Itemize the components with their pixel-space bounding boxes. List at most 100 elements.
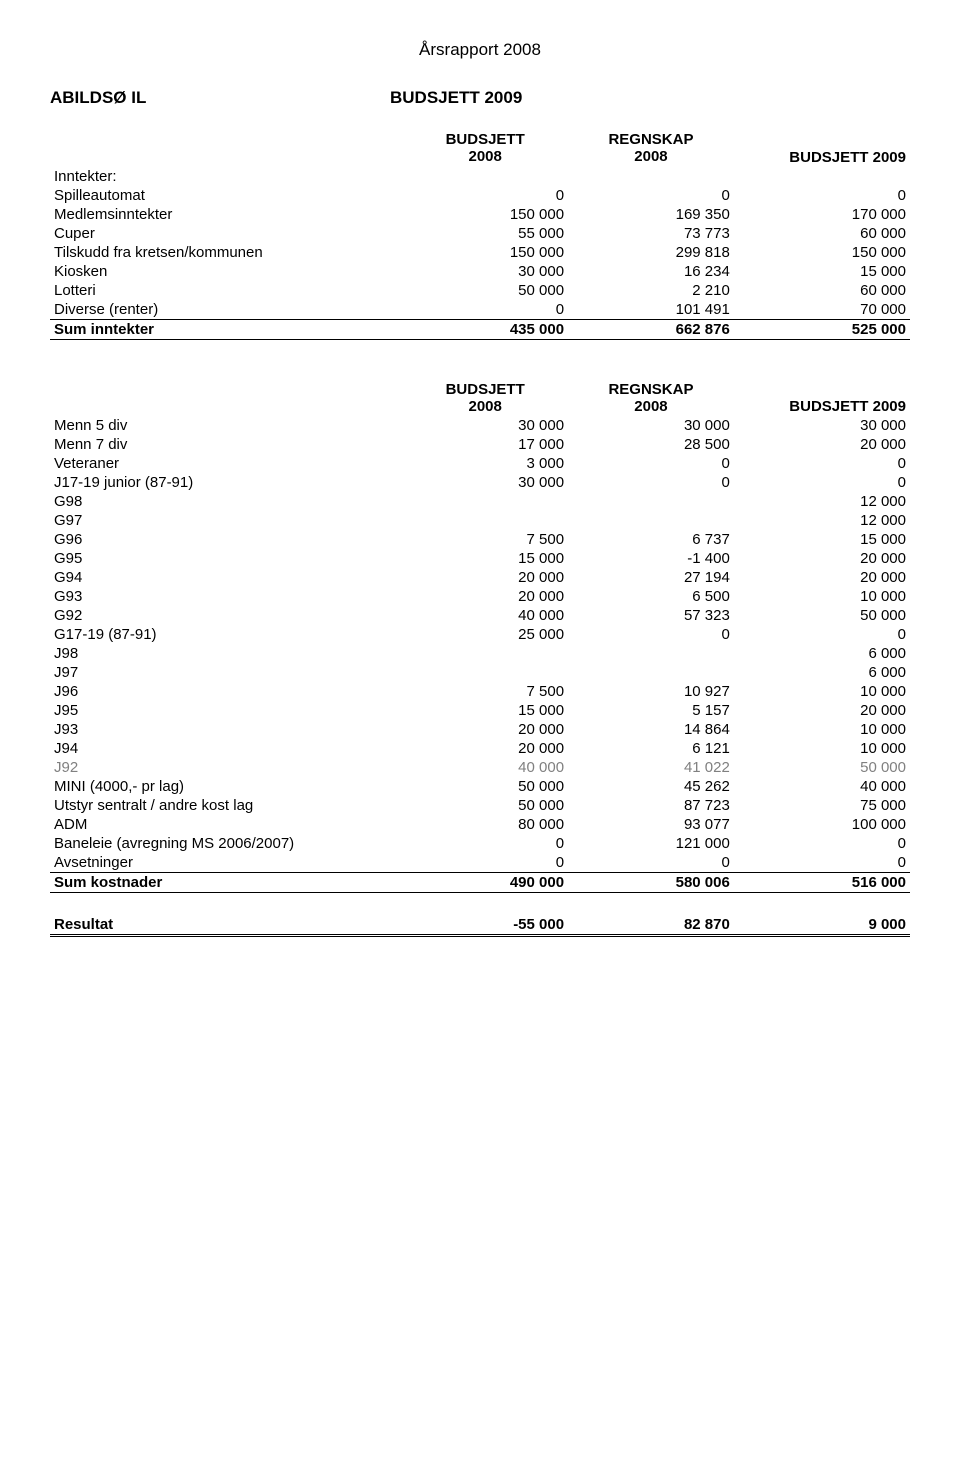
row-label: Diverse (renter) [50, 300, 402, 320]
row-v1: 25 000 [402, 625, 568, 644]
row-v2: 10 927 [568, 682, 734, 701]
row-v2: 0 [568, 454, 734, 473]
row-v1: 20 000 [402, 568, 568, 587]
table-row: J9320 00014 86410 000 [50, 720, 910, 739]
col2-h1: REGNSKAP [608, 381, 693, 398]
table-row: MINI (4000,- pr lag)50 00045 26240 000 [50, 777, 910, 796]
row-label: G93 [50, 587, 402, 606]
row-label: J96 [50, 682, 402, 701]
row-v2: 6 737 [568, 530, 734, 549]
row-v3: 6 000 [734, 663, 910, 682]
row-v2 [568, 511, 734, 530]
row-label: J17-19 junior (87-91) [50, 473, 402, 492]
row-v2: 93 077 [568, 815, 734, 834]
table-row: J986 000 [50, 644, 910, 663]
table-row: Veteraner3 00000 [50, 454, 910, 473]
row-v1: 20 000 [402, 739, 568, 758]
table-row: J976 000 [50, 663, 910, 682]
row-v3: 10 000 [734, 739, 910, 758]
row-label: Lotteri [50, 281, 402, 300]
table-row: Menn 5 div30 00030 00030 000 [50, 416, 910, 435]
row-v3: 100 000 [734, 815, 910, 834]
sum-row: Sum inntekter 435 000 662 876 525 000 [50, 319, 910, 339]
row-v3: 20 000 [734, 701, 910, 720]
row-v1 [402, 644, 568, 663]
row-v1: 0 [402, 300, 568, 320]
row-v1: 30 000 [402, 262, 568, 281]
row-v3: 12 000 [734, 492, 910, 511]
row-v2: 27 194 [568, 568, 734, 587]
col2-h2: 2008 [634, 148, 667, 165]
table-row: G9320 0006 50010 000 [50, 587, 910, 606]
row-label: G92 [50, 606, 402, 625]
row-v2: 5 157 [568, 701, 734, 720]
row-v1: 50 000 [402, 777, 568, 796]
row-v1: 3 000 [402, 454, 568, 473]
row-v1: 0 [402, 853, 568, 873]
row-v3: 40 000 [734, 777, 910, 796]
row-v1: 40 000 [402, 758, 568, 777]
table-row: J17-19 junior (87-91)30 00000 [50, 473, 910, 492]
table-row: G9812 000 [50, 492, 910, 511]
sum-v2: 662 876 [568, 319, 734, 339]
col1-h2: 2008 [468, 148, 501, 165]
table-row: Medlemsinntekter150 000169 350170 000 [50, 205, 910, 224]
row-v2: -1 400 [568, 549, 734, 568]
cost-table: BUDSJETT 2008 REGNSKAP 2008 BUDSJETT 200… [50, 380, 910, 894]
row-v2: 73 773 [568, 224, 734, 243]
row-label: Cuper [50, 224, 402, 243]
row-v3: 60 000 [734, 281, 910, 300]
row-label: Utstyr sentralt / andre kost lag [50, 796, 402, 815]
row-v2: 0 [568, 473, 734, 492]
section-label: Inntekter: [50, 167, 402, 186]
row-v1: 7 500 [402, 530, 568, 549]
row-v1: 40 000 [402, 606, 568, 625]
table-row: ADM80 00093 077100 000 [50, 815, 910, 834]
row-v2: 169 350 [568, 205, 734, 224]
header-right: BUDSJETT 2009 [390, 88, 522, 108]
sum-v3: 525 000 [734, 319, 910, 339]
row-v3: 10 000 [734, 720, 910, 739]
sum-label: Sum inntekter [50, 319, 402, 339]
row-label: Avsetninger [50, 853, 402, 873]
row-v2: 0 [568, 625, 734, 644]
row-v3: 15 000 [734, 530, 910, 549]
row-v2: 0 [568, 186, 734, 205]
row-v3: 0 [734, 625, 910, 644]
col3-h: BUDSJETT 2009 [734, 380, 910, 417]
row-v2: 299 818 [568, 243, 734, 262]
row-v2: 6 500 [568, 587, 734, 606]
col1-h2: 2008 [468, 398, 501, 415]
row-label: J95 [50, 701, 402, 720]
row-v1 [402, 511, 568, 530]
row-label: J94 [50, 739, 402, 758]
row-v1: 55 000 [402, 224, 568, 243]
row-v1: 15 000 [402, 549, 568, 568]
row-v3: 30 000 [734, 416, 910, 435]
row-v1: 50 000 [402, 281, 568, 300]
row-v2: 45 262 [568, 777, 734, 796]
table-row: Avsetninger000 [50, 853, 910, 873]
table-row: Tilskudd fra kretsen/kommunen150 000299 … [50, 243, 910, 262]
row-v2: 28 500 [568, 435, 734, 454]
result-row: Resultat -55 000 82 870 9 000 [50, 915, 910, 936]
result-v2: 82 870 [568, 915, 734, 936]
row-v3: 20 000 [734, 435, 910, 454]
row-v2: 41 022 [568, 758, 734, 777]
row-v1: 17 000 [402, 435, 568, 454]
row-label: G95 [50, 549, 402, 568]
row-v3: 170 000 [734, 205, 910, 224]
table-header-row: BUDSJETT 2008 REGNSKAP 2008 BUDSJETT 200… [50, 380, 910, 417]
sum-v3: 516 000 [734, 873, 910, 893]
row-label: Veteraner [50, 454, 402, 473]
row-v3: 50 000 [734, 758, 910, 777]
row-v1: 150 000 [402, 243, 568, 262]
row-label: G96 [50, 530, 402, 549]
row-v1 [402, 663, 568, 682]
row-v3: 70 000 [734, 300, 910, 320]
table-header-row: BUDSJETT 2008 REGNSKAP 2008 BUDSJETT 200… [50, 130, 910, 167]
row-label: G97 [50, 511, 402, 530]
row-label: G94 [50, 568, 402, 587]
table-row: J9420 0006 12110 000 [50, 739, 910, 758]
table-row: Cuper55 00073 77360 000 [50, 224, 910, 243]
